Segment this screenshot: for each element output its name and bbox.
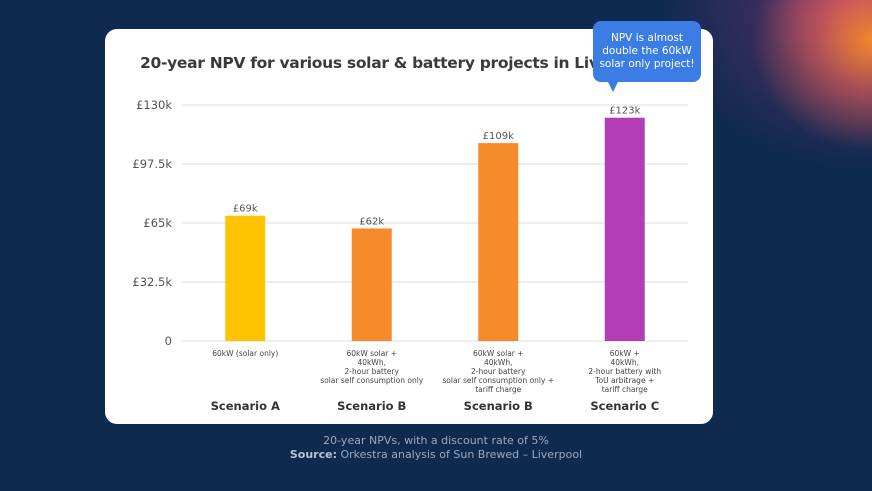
category-label: Scenario C: [590, 399, 660, 413]
category-description: 60kW (solar only): [212, 349, 279, 358]
category-label: Scenario A: [210, 399, 280, 413]
category-description: 60kW solar +40kWh, 2-hour battery solar se…: [320, 349, 424, 385]
source-text: Orkestra analysis of Sun Brewed – Liverp…: [337, 448, 583, 461]
y-tick-label: £65k: [143, 216, 172, 230]
bar: [604, 117, 645, 341]
y-tick-label: £32.5k: [132, 275, 172, 289]
category-description: 60kW +40kWh, 2-hour battery with ToU arbit…: [588, 349, 662, 394]
category-description: 60kW solar +40kWh, 2-hour battery solar se…: [442, 349, 555, 394]
callout-tail: [607, 80, 619, 92]
bar: [478, 143, 519, 341]
callout-bubble: NPV is almost double the 60kW solar only…: [593, 21, 701, 82]
y-tick-label: £97.5k: [132, 157, 172, 171]
source-label: Source:: [289, 448, 337, 461]
bar-value-label: £69k: [233, 204, 258, 215]
bar-value-label: £123k: [609, 106, 640, 117]
y-tick-label: 0: [165, 334, 172, 348]
bar: [351, 228, 392, 341]
footer-source: Source: Orkestra analysis of Sun Brewed …: [0, 448, 872, 461]
category-label: Scenario B: [337, 399, 407, 413]
chart-title: 20-year NPV for various solar & battery …: [140, 54, 653, 72]
footer-note: 20-year NPVs, with a discount rate of 5%: [323, 434, 549, 447]
bar-value-label: £109k: [483, 131, 514, 142]
category-label: Scenario B: [463, 399, 533, 413]
bar-value-label: £62k: [359, 216, 384, 227]
callout-text: NPV is almost double the 60kW solar only…: [599, 32, 695, 70]
bar: [225, 215, 266, 341]
y-tick-label: £130k: [136, 98, 172, 112]
